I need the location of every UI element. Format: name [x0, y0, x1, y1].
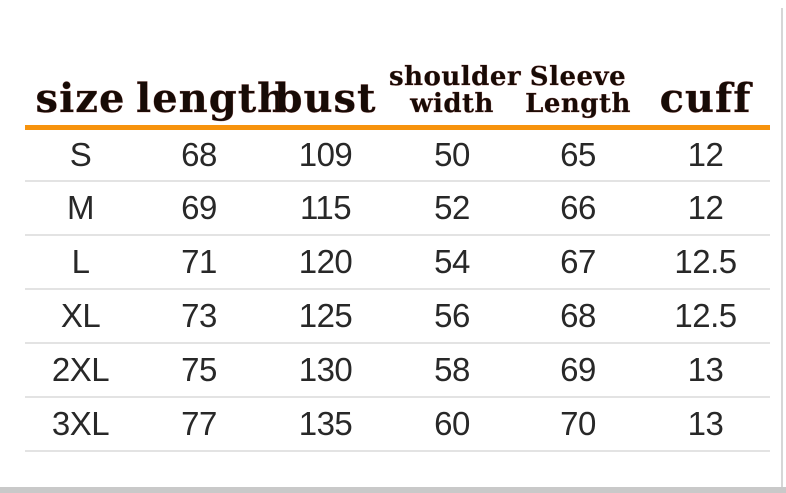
cell-length: 69 [136, 181, 262, 236]
cell-sleeve-length: 66 [515, 181, 641, 236]
cell-sleeve-length: 69 [515, 343, 641, 398]
table-row-s: S 68 109 50 65 12 [25, 127, 770, 182]
cell-length: 75 [136, 343, 262, 398]
cell-cuff: 12.5 [641, 289, 770, 344]
table-row-2xl: 2XL 75 130 58 69 13 [25, 343, 770, 398]
cell-bust: 120 [262, 235, 389, 290]
bottom-edge-bar [0, 487, 786, 493]
cell-shoulder-width: 50 [389, 127, 515, 182]
cell-size: L [25, 235, 136, 290]
cell-cuff: 13 [641, 343, 770, 398]
cell-bust: 130 [262, 343, 389, 398]
cell-shoulder-width: 58 [389, 343, 515, 398]
cell-size: S [25, 127, 136, 182]
cell-size: XL [25, 289, 136, 344]
column-header-sleeve-length: Sleeve Length [515, 6, 641, 130]
cell-shoulder-width: 56 [389, 289, 515, 344]
right-edge-divider [781, 8, 783, 487]
cell-sleeve-length: 65 [515, 127, 641, 182]
table-row-m: M 69 115 52 66 12 [25, 181, 770, 236]
cell-cuff: 12 [641, 127, 770, 182]
column-header-shoulder-width: shoulder width [389, 6, 521, 130]
cell-size: 2XL [25, 343, 136, 398]
cell-cuff: 13 [641, 397, 770, 452]
cell-shoulder-width: 52 [389, 181, 515, 236]
cell-size: 3XL [25, 397, 136, 452]
cell-size: M [25, 181, 136, 236]
cell-shoulder-width: 60 [389, 397, 515, 452]
size-chart-table: size length bust shoulder width Sleeve L… [25, 6, 770, 452]
cell-bust: 115 [262, 181, 389, 236]
cell-cuff: 12 [641, 181, 770, 236]
cell-sleeve-length: 70 [515, 397, 641, 452]
cell-shoulder-width: 54 [389, 235, 515, 290]
table-row-xl: XL 73 125 56 68 12.5 [25, 289, 770, 344]
cell-sleeve-length: 67 [515, 235, 641, 290]
cell-sleeve-length: 68 [515, 289, 641, 344]
cell-length: 73 [136, 289, 262, 344]
column-header-length: length [136, 6, 287, 130]
header-row: size length bust shoulder width Sleeve L… [25, 6, 770, 130]
table-row-3xl: 3XL 77 135 60 70 13 [25, 397, 770, 452]
cell-cuff: 12.5 [641, 235, 770, 290]
cell-bust: 125 [262, 289, 389, 344]
column-header-size: size [25, 6, 136, 130]
cell-length: 68 [136, 127, 262, 182]
column-header-cuff: cuff [641, 6, 770, 130]
column-header-bust: bust [262, 6, 389, 130]
cell-bust: 135 [262, 397, 389, 452]
cell-length: 77 [136, 397, 262, 452]
cell-bust: 109 [262, 127, 389, 182]
cell-length: 71 [136, 235, 262, 290]
table-row-l: L 71 120 54 67 12.5 [25, 235, 770, 290]
